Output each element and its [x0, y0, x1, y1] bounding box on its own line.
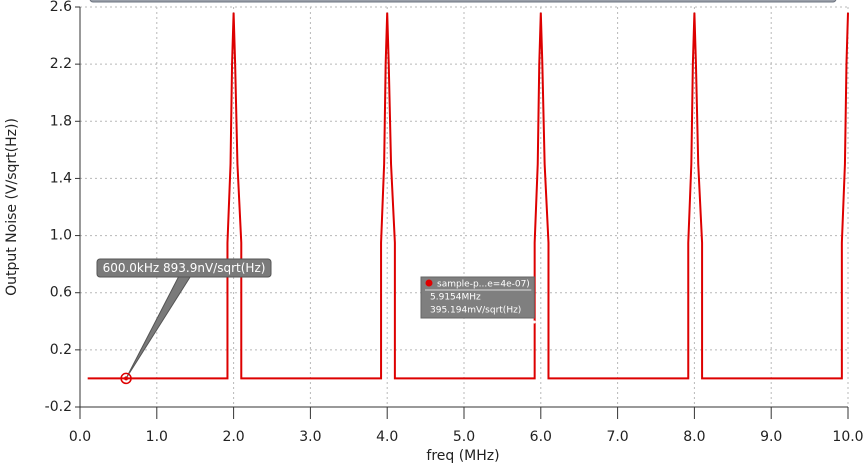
tooltip-text: 395.194mV/sqrt(Hz): [430, 306, 521, 316]
y-tick-label: 0.2: [50, 342, 72, 358]
y-tick-label: 0.6: [50, 285, 72, 301]
callout-text: 600.0kHz 893.9nV/sqrt(Hz): [103, 261, 266, 275]
x-tick-label: 9.0: [760, 429, 782, 445]
y-tick-label: -0.2: [45, 399, 72, 415]
legend-bar: [89, 0, 837, 3]
x-tick-label: 10.0: [832, 429, 863, 445]
x-tick-label: 7.0: [606, 429, 628, 445]
tooltip-text: sample-p...e=4e-07): [437, 280, 530, 290]
y-tick-label: 2.6: [50, 0, 72, 15]
callout-box: [96, 258, 272, 278]
tooltip-text: 5.9154MHz: [430, 293, 481, 303]
x-tick-label: 3.0: [299, 429, 321, 445]
y-tick-label: 1.4: [50, 170, 72, 186]
x-axis-label: freq (MHz): [426, 448, 499, 464]
x-tick-label: 5.0: [453, 429, 475, 445]
tooltip-box: [420, 276, 535, 319]
tooltip-point: [532, 320, 536, 324]
x-tick-label: 6.0: [530, 429, 552, 445]
x-tick-label: 4.0: [376, 429, 398, 445]
marker-ring: [120, 372, 132, 385]
callout-pointer: [125, 273, 193, 379]
x-tick-label: 2.0: [222, 429, 244, 445]
marker-dot: [124, 376, 129, 381]
y-tick-label: 1.8: [50, 113, 72, 129]
y-tick-label: 1.0: [50, 228, 72, 244]
x-tick-label: 8.0: [683, 429, 705, 445]
x-tick-label: 1.0: [146, 429, 168, 445]
x-tick-label: 0.0: [69, 429, 91, 445]
data-line: [87, 12, 849, 380]
y-tick-label: 2.2: [50, 56, 72, 72]
tooltip-dot: [425, 279, 433, 287]
y-axis-label: Output Noise (V/sqrt(Hz)): [4, 118, 20, 296]
